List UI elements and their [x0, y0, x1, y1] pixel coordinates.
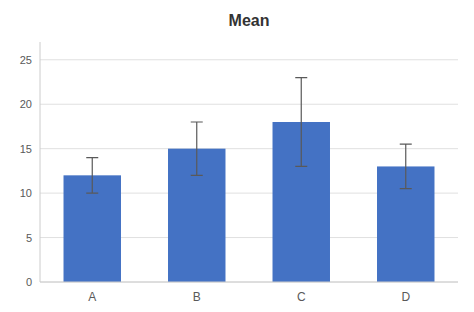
grid-line: [40, 104, 458, 105]
y-axis-line: [40, 42, 41, 282]
chart-svg: Mean 0 5 10 15 20 25 A B C D: [0, 0, 474, 312]
chart-container: Mean 0 5 10 15 20 25 A B C D: [0, 0, 474, 312]
x-tick-label: D: [401, 290, 410, 304]
y-tick-label: 15: [20, 143, 32, 155]
error-bar: [191, 122, 203, 175]
x-tick-label: A: [88, 290, 96, 304]
y-tick-label: 5: [26, 232, 32, 244]
x-axis-line: [40, 282, 458, 283]
chart-title: Mean: [229, 12, 270, 29]
x-tick-label: C: [297, 290, 306, 304]
y-tick-label: 0: [26, 276, 32, 288]
error-bar: [295, 78, 307, 167]
grid-line: [40, 59, 458, 60]
y-tick-label: 20: [20, 98, 32, 110]
error-bar: [400, 144, 412, 188]
y-tick-label: 10: [20, 187, 32, 199]
grid-line: [40, 148, 458, 149]
grid: [40, 60, 458, 282]
error-bar-path: [400, 144, 412, 188]
error-bar-path: [86, 158, 98, 194]
error-bar-path: [295, 78, 307, 167]
error-bar-path: [191, 122, 203, 175]
x-tick-label: B: [193, 290, 201, 304]
grid-line: [40, 282, 458, 283]
error-bar: [86, 158, 98, 194]
y-tick-label: 25: [20, 54, 32, 66]
plot-area: [64, 78, 435, 282]
